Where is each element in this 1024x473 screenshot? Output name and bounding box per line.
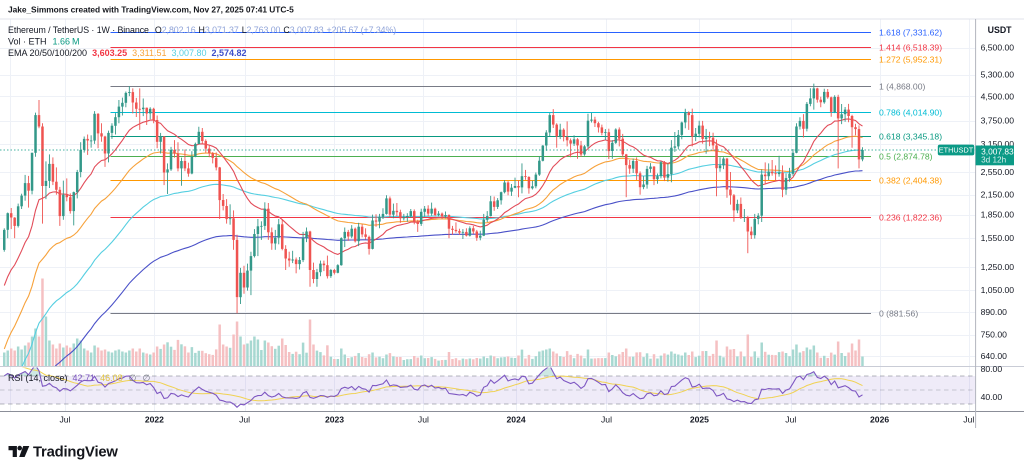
svg-text:3d 12h: 3d 12h xyxy=(981,156,1006,165)
svg-text:Jul: Jul xyxy=(785,415,796,425)
svg-text:Jul: Jul xyxy=(239,415,250,425)
svg-text:1,550.00: 1,550.00 xyxy=(981,233,1015,243)
svg-text:3,750.00: 3,750.00 xyxy=(981,116,1015,126)
svg-text:2,550.00: 2,550.00 xyxy=(981,167,1015,177)
svg-text:ETHUSDT: ETHUSDT xyxy=(939,146,974,155)
svg-text:Jake_Simmons created with Trad: Jake_Simmons created with TradingView.co… xyxy=(8,5,294,15)
svg-text:0 (881.56): 0 (881.56) xyxy=(879,309,918,319)
svg-text:640.00: 640.00 xyxy=(981,351,1008,361)
svg-text:1 (4,868.00): 1 (4,868.00) xyxy=(879,82,925,92)
svg-text:2,150.00: 2,150.00 xyxy=(981,190,1015,200)
svg-text:Jul: Jul xyxy=(418,415,429,425)
svg-text:USDT: USDT xyxy=(988,25,1013,35)
svg-text:2023: 2023 xyxy=(325,415,344,425)
svg-text:4,500.00: 4,500.00 xyxy=(981,91,1015,101)
svg-text:890.00: 890.00 xyxy=(981,307,1008,317)
svg-text:1,850.00: 1,850.00 xyxy=(981,210,1015,220)
svg-text:0.618 (3,345.18): 0.618 (3,345.18) xyxy=(879,132,942,142)
svg-text:Jul: Jul xyxy=(601,415,612,425)
svg-text:Ethereum / TetherUS · 1W · Bin: Ethereum / TetherUS · 1W · Binance O2,802… xyxy=(8,25,396,35)
svg-text:0.786 (4,014.90): 0.786 (4,014.90) xyxy=(879,108,942,118)
svg-text:6,500.00: 6,500.00 xyxy=(981,43,1015,53)
svg-text:1,250.00: 1,250.00 xyxy=(981,262,1015,272)
svg-text:Jul: Jul xyxy=(60,415,71,425)
svg-text:750.00: 750.00 xyxy=(981,330,1008,340)
svg-text:1.414 (6,518.39): 1.414 (6,518.39) xyxy=(879,43,942,53)
svg-text:40.00: 40.00 xyxy=(981,392,1003,402)
svg-text:0.236 (1,822.36): 0.236 (1,822.36) xyxy=(879,213,942,223)
svg-text:80.00: 80.00 xyxy=(981,364,1003,374)
svg-text:1,050.00: 1,050.00 xyxy=(981,285,1015,295)
svg-text:Jul: Jul xyxy=(963,415,974,425)
svg-text:2025: 2025 xyxy=(690,415,709,425)
svg-text:0.5 (2,874.78): 0.5 (2,874.78) xyxy=(879,152,933,162)
svg-text:0.382 (2,404.38): 0.382 (2,404.38) xyxy=(879,176,942,186)
svg-text:1.272 (5,952.31): 1.272 (5,952.31) xyxy=(879,55,942,65)
svg-text:2026: 2026 xyxy=(870,415,889,425)
svg-text:3,007.83: 3,007.83 xyxy=(981,146,1014,156)
svg-text:5,300.00: 5,300.00 xyxy=(981,70,1015,80)
svg-text:3,150.00: 3,150.00 xyxy=(981,139,1015,149)
svg-text:2022: 2022 xyxy=(145,415,164,425)
svg-text:2024: 2024 xyxy=(507,415,526,425)
svg-text:TradingView: TradingView xyxy=(33,445,118,461)
svg-text:1.618 (7,331.62): 1.618 (7,331.62) xyxy=(879,28,942,38)
